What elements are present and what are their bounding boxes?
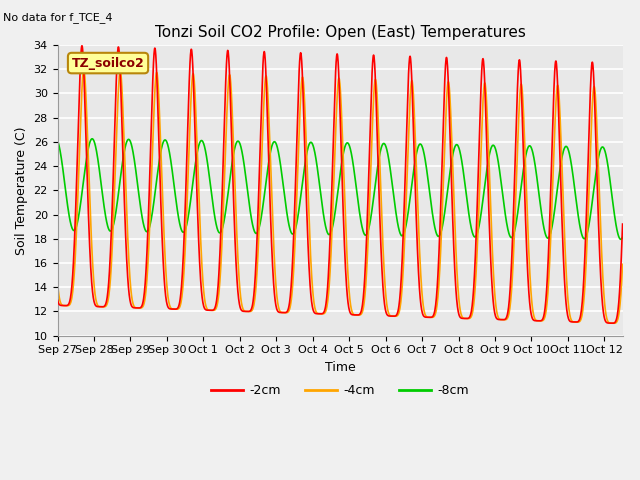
X-axis label: Time: Time	[324, 361, 355, 374]
Text: No data for f_TCE_4: No data for f_TCE_4	[3, 12, 113, 23]
Legend: -2cm, -4cm, -8cm: -2cm, -4cm, -8cm	[207, 379, 474, 402]
Text: TZ_soilco2: TZ_soilco2	[72, 57, 145, 70]
Title: Tonzi Soil CO2 Profile: Open (East) Temperatures: Tonzi Soil CO2 Profile: Open (East) Temp…	[155, 24, 525, 39]
Y-axis label: Soil Temperature (C): Soil Temperature (C)	[15, 126, 28, 254]
